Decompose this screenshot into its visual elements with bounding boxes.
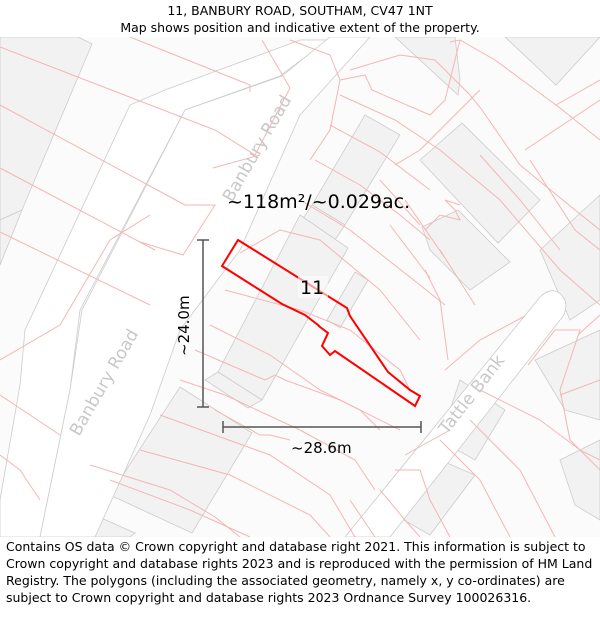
copyright-attribution: Contains OS data © Crown copyright and d…	[6, 539, 593, 605]
property-map[interactable]: Banbury Road Banbury Road Tattle Bank ~1…	[0, 37, 600, 537]
area-label: ~118m²/~0.029ac.	[227, 191, 410, 213]
property-address-title: 11, BANBURY ROAD, SOUTHAM, CV47 1NT	[167, 3, 433, 18]
copyright-footer: Contains OS data © Crown copyright and d…	[6, 538, 596, 606]
tattle-bank-road	[344, 290, 567, 537]
horizontal-dimension	[222, 421, 422, 433]
map-subtitle: Map shows position and indicative extent…	[120, 20, 480, 35]
parcel-boundaries-layer	[0, 37, 600, 537]
vertical-dimension-label: ~24.0m	[175, 295, 193, 356]
property-boundary-outline[interactable]	[220, 238, 422, 408]
horizontal-dimension-label: ~28.6m	[291, 439, 352, 457]
property-number-label: 11	[300, 277, 324, 299]
roads-layer	[0, 37, 567, 537]
property-number-backdrop	[298, 276, 328, 298]
banbury-road-carriageway	[39, 37, 371, 537]
map-header: 11, BANBURY ROAD, SOUTHAM, CV47 1NT Map …	[0, 0, 600, 37]
vertical-dimension	[197, 239, 209, 408]
